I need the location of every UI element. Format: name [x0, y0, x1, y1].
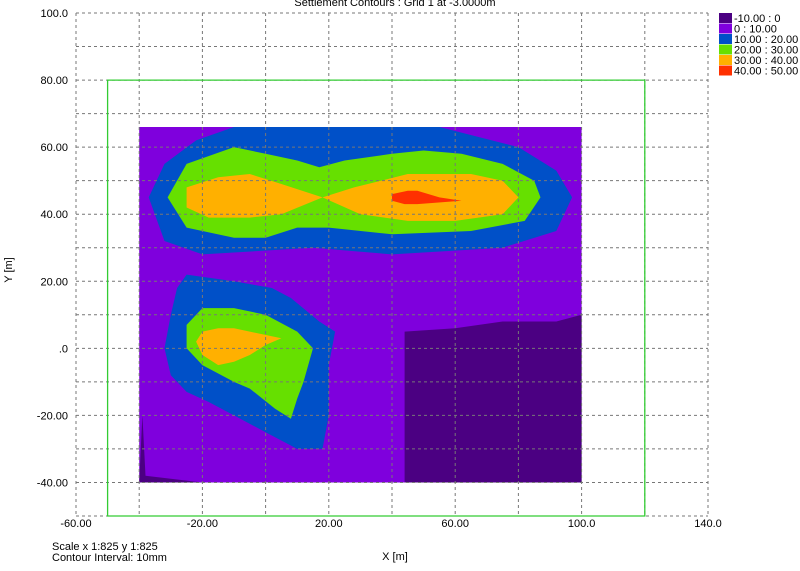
y-tick-label: 60.00: [40, 142, 68, 154]
x-tick-label: 60.00: [441, 518, 469, 530]
legend-label: -10.00 : 0: [734, 13, 780, 25]
legend-label: 30.00 : 40.00: [734, 55, 798, 67]
legend-label: 0 : 10.00: [734, 24, 777, 36]
legend-label: 20.00 : 30.00: [734, 45, 798, 57]
x-tick-label: 140.0: [694, 518, 722, 530]
y-tick-label: .0: [59, 343, 68, 355]
legend-swatch: [719, 55, 732, 65]
grid-boundary-outline: [106, 79, 646, 517]
y-tick-label: 80.00: [40, 75, 68, 87]
contour-region-5: [392, 190, 462, 205]
legend-swatch: [719, 65, 732, 76]
legend-label: 10.00 : 20.00: [734, 34, 798, 46]
contour-regions: [139, 127, 582, 483]
x-axis-label: X [m]: [382, 551, 408, 563]
x-tick-label: 20.00: [315, 518, 343, 530]
legend-swatch: [719, 13, 732, 23]
contour-region-8: [196, 328, 282, 366]
chart-title: Settlement Contours : Grid 1 at -3.0000m: [294, 0, 495, 9]
y-tick-label: -20.00: [37, 410, 68, 422]
legend-label: 40.00 : 50.00: [734, 66, 798, 78]
grid-boundary: [106, 79, 646, 517]
y-tick-label: 20.00: [40, 276, 68, 288]
x-tick-label: -20.00: [187, 518, 218, 530]
x-tick-label: -60.00: [60, 518, 91, 530]
y-tick-label: 100.0: [40, 8, 68, 20]
y-tick-label: -40.00: [37, 477, 68, 489]
contour-interval-text: Contour Interval: 10mm: [52, 552, 167, 564]
contour-region-4: [186, 174, 519, 221]
x-tick-label: 100.0: [568, 518, 596, 530]
legend-swatch: [719, 44, 732, 55]
tick-labels: -60.00 -20.00 20.00 60.00 100.0 140.0 -40.00 -2…: [37, 8, 722, 530]
scale-text: Scale x 1:825 y 1:825: [52, 541, 158, 553]
y-axis-label: Y [m]: [3, 257, 15, 282]
y-tick-label: 40.00: [40, 209, 68, 221]
contour-region-0: [404, 314, 582, 483]
legend-swatch: [719, 34, 732, 44]
legend-swatch: [719, 23, 732, 34]
